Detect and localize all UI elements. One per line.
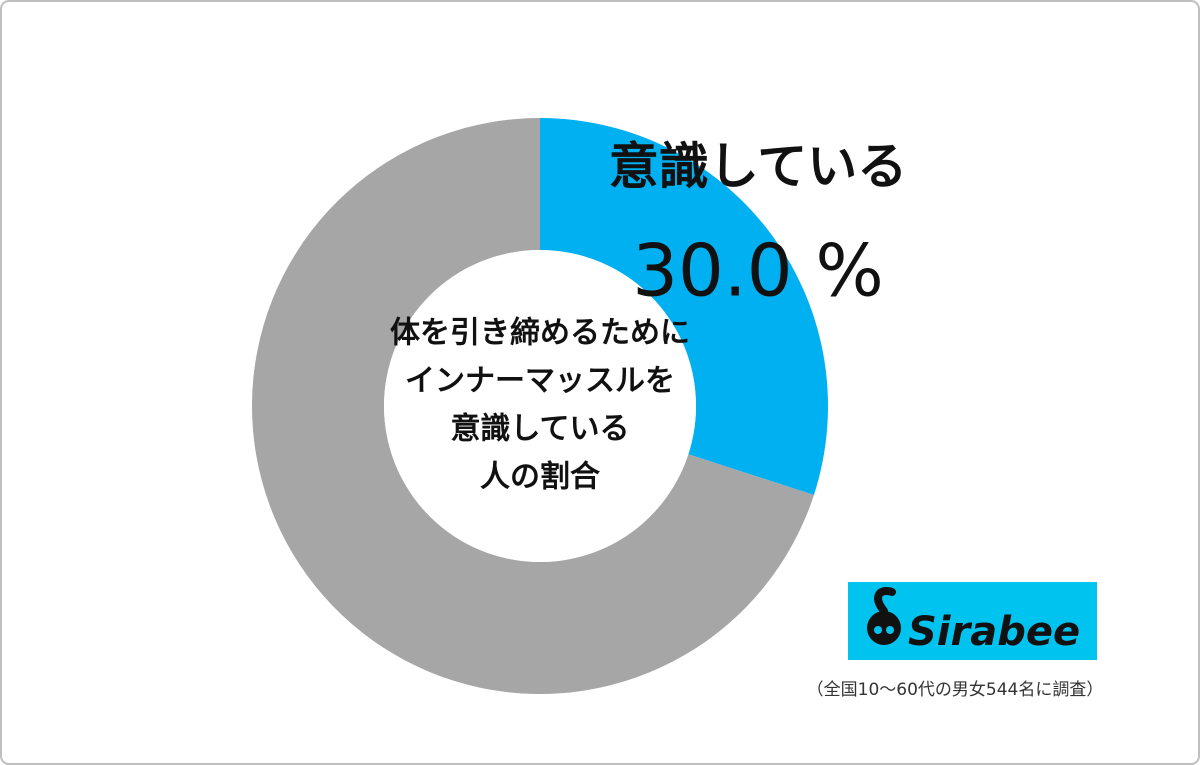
slice: [540, 118, 828, 495]
logo-text: Sirabee: [908, 609, 1080, 655]
center-label: 人の割合: [480, 460, 600, 495]
center-label: 意識している: [450, 412, 629, 447]
center-label: インナーマッスルを: [405, 364, 675, 399]
value-label: 30.0 %: [632, 229, 884, 313]
slice-label: 意識している: [609, 138, 908, 196]
donut-hole: [384, 250, 696, 562]
slices: [251, 118, 828, 694]
center-label: 体を引き締めるために: [390, 316, 690, 351]
note: （全国10～60代の男女544名に調査）: [807, 680, 1104, 700]
slice: [251, 118, 814, 694]
logo-icon: [867, 587, 901, 645]
